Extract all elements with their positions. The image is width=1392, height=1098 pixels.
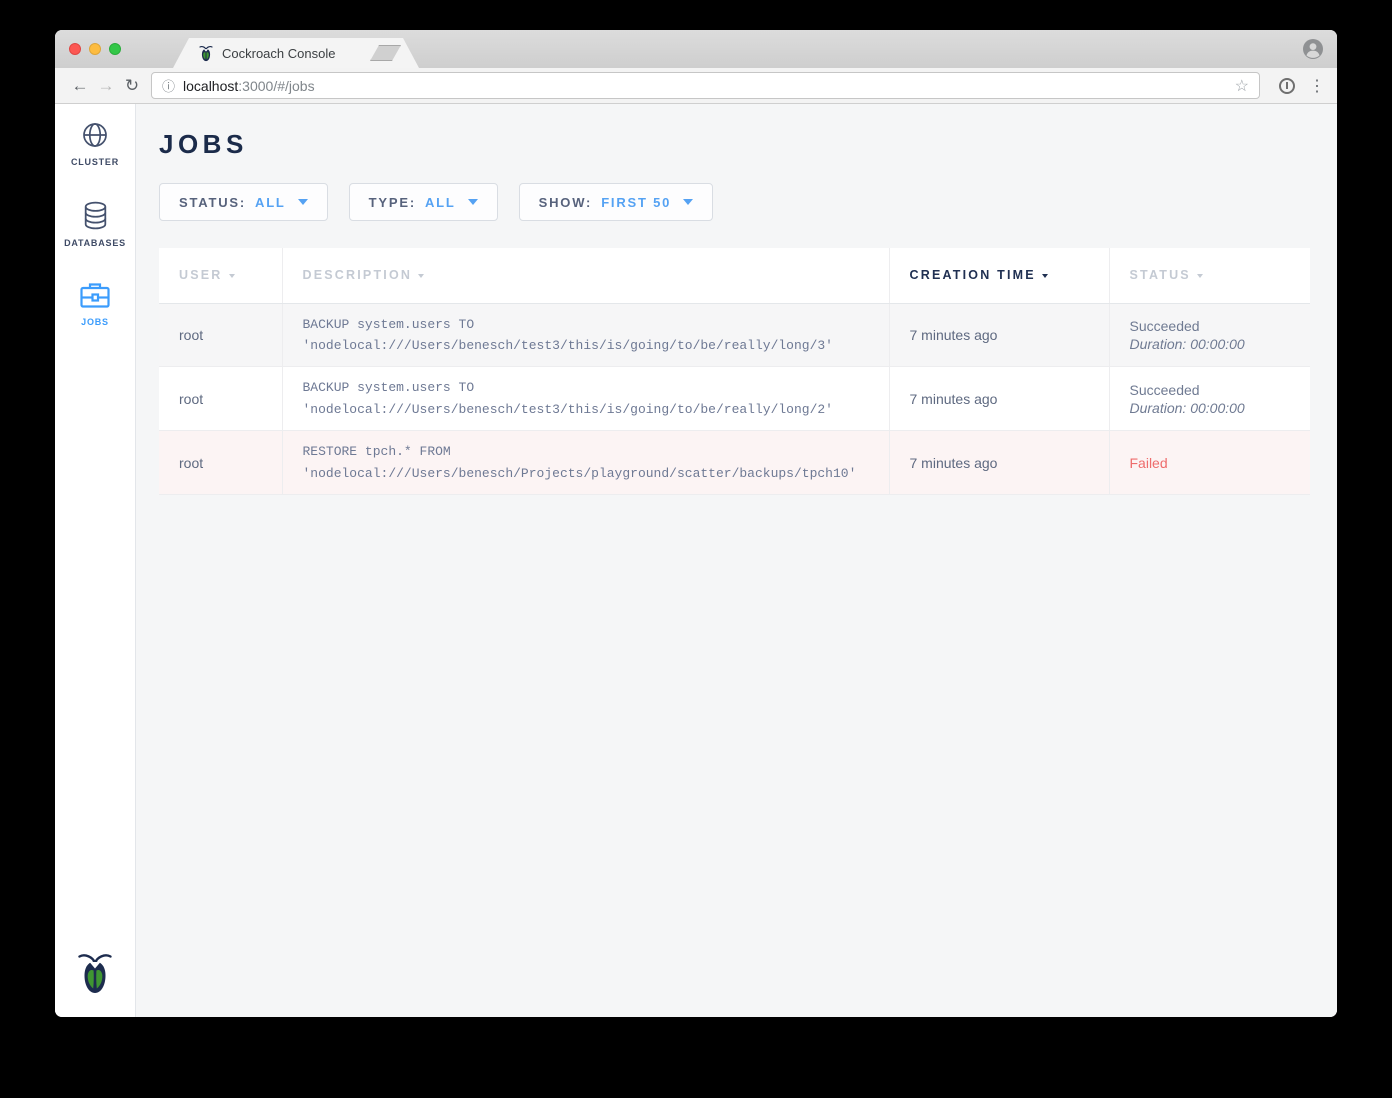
status-badge: Succeeded	[1129, 381, 1200, 398]
column-header-description[interactable]: DESCRIPTION	[282, 248, 890, 304]
page-title: JOBS	[159, 129, 248, 159]
new-tab-button[interactable]	[370, 45, 401, 61]
briefcase-icon	[80, 283, 110, 308]
database-icon	[84, 201, 106, 230]
cockroach-logo-icon	[78, 954, 112, 993]
tab-bar: Cockroach Console ×	[55, 30, 1337, 68]
type-filter-dropdown[interactable]: TYPE: ALL	[348, 183, 498, 221]
filter-label: SHOW:	[538, 194, 593, 210]
sort-caret-icon	[1196, 274, 1203, 279]
duration-text: Duration: 00:00:00	[1129, 399, 1245, 416]
forward-icon[interactable]: →	[97, 75, 115, 95]
cockroach-favicon	[199, 44, 213, 62]
user-cell: root	[159, 366, 283, 432]
sidebar: CLUSTER DATABASES J	[55, 104, 136, 1017]
browser-window: Cockroach Console × ← → ↻ ⓘ localhost :3…	[55, 30, 1337, 1017]
status-badge: Succeeded	[1129, 317, 1200, 334]
sort-caret-icon	[228, 274, 235, 279]
status-cell: Failed	[1109, 430, 1310, 496]
status-cell: Succeeded Duration: 00:00:00	[1109, 303, 1310, 368]
description-cell: RESTORE tpch.* FROM 'nodelocal:///Users/…	[282, 430, 890, 496]
table-row: root RESTORE tpch.* FROM 'nodelocal:///U…	[159, 430, 1310, 496]
chevron-down-icon	[683, 199, 694, 205]
sidebar-item-label: CLUSTER	[70, 157, 120, 167]
chevron-down-icon	[467, 199, 478, 205]
filter-label: TYPE:	[368, 194, 416, 210]
url-bar[interactable]: ⓘ localhost :3000/#/jobs ☆	[151, 72, 1260, 99]
sidebar-item-label: JOBS	[81, 317, 109, 327]
avatar-icon[interactable]	[1302, 38, 1324, 60]
duration-text: Duration: 00:00:00	[1129, 335, 1245, 352]
filter-value: FIRST 50	[601, 194, 672, 210]
sidebar-item-databases[interactable]: DATABASES	[64, 200, 126, 248]
jobs-page: JOBS STATUS: ALL TYPE: ALL SHOW: FIRST 5…	[136, 104, 1337, 1017]
info-icon: ⓘ	[162, 79, 176, 94]
window-close-button[interactable]	[69, 43, 81, 55]
sidebar-item-jobs[interactable]: JOBS	[79, 281, 111, 327]
user-cell: root	[159, 303, 283, 368]
table-header-row: USER DESCRIPTION CREATION TIME STATUS	[159, 248, 1310, 304]
column-header-creation-time[interactable]: CREATION TIME	[889, 248, 1110, 304]
creation-time-cell: 7 minutes ago	[889, 430, 1110, 496]
status-filter-dropdown[interactable]: STATUS: ALL	[159, 183, 328, 221]
browser-toolbar: ← → ↻ ⓘ localhost :3000/#/jobs ☆ ⋮	[55, 68, 1337, 104]
sort-caret-icon	[1041, 274, 1048, 279]
browser-menu-icon[interactable]: ⋮	[1309, 77, 1325, 95]
reload-icon[interactable]: ↻	[124, 75, 140, 95]
status-badge: Failed	[1129, 454, 1168, 471]
filter-value: ALL	[424, 194, 456, 210]
table-row: root BACKUP system.users TO 'nodelocal:/…	[159, 303, 1310, 368]
sidebar-item-label: DATABASES	[64, 238, 126, 248]
filter-label: STATUS:	[179, 194, 246, 210]
table-row: root BACKUP system.users TO 'nodelocal:/…	[159, 366, 1310, 432]
filter-bar: STATUS: ALL TYPE: ALL SHOW: FIRST 50	[159, 183, 1311, 221]
column-header-status[interactable]: STATUS	[1109, 248, 1310, 304]
tab-title: Cockroach Console	[222, 45, 336, 61]
show-filter-dropdown[interactable]: SHOW: FIRST 50	[518, 183, 714, 221]
traffic-lights	[69, 43, 121, 55]
url-path: :3000/#/jobs	[238, 77, 315, 94]
user-cell: root	[159, 430, 283, 496]
extension-icon[interactable]	[1279, 77, 1295, 94]
bookmark-star-icon[interactable]: ☆	[1234, 77, 1249, 95]
filter-value: ALL	[255, 194, 286, 210]
chevron-down-icon	[297, 199, 308, 205]
jobs-table: USER DESCRIPTION CREATION TIME STATUS ro…	[159, 248, 1310, 496]
window-minimize-button[interactable]	[89, 43, 101, 55]
creation-time-cell: 7 minutes ago	[889, 303, 1110, 368]
description-cell: BACKUP system.users TO 'nodelocal:///Use…	[282, 303, 890, 368]
sort-caret-icon	[418, 274, 425, 279]
column-header-user[interactable]: USER	[159, 248, 283, 304]
description-cell: BACKUP system.users TO 'nodelocal:///Use…	[282, 366, 890, 432]
back-icon[interactable]: ←	[71, 75, 89, 95]
creation-time-cell: 7 minutes ago	[889, 366, 1110, 432]
status-cell: Succeeded Duration: 00:00:00	[1109, 366, 1310, 432]
url-host: localhost	[183, 77, 239, 94]
app-content: CLUSTER DATABASES J	[55, 104, 1337, 1017]
sidebar-item-cluster[interactable]: CLUSTER	[71, 120, 119, 167]
window-zoom-button[interactable]	[109, 43, 121, 55]
globe-icon	[83, 123, 107, 147]
